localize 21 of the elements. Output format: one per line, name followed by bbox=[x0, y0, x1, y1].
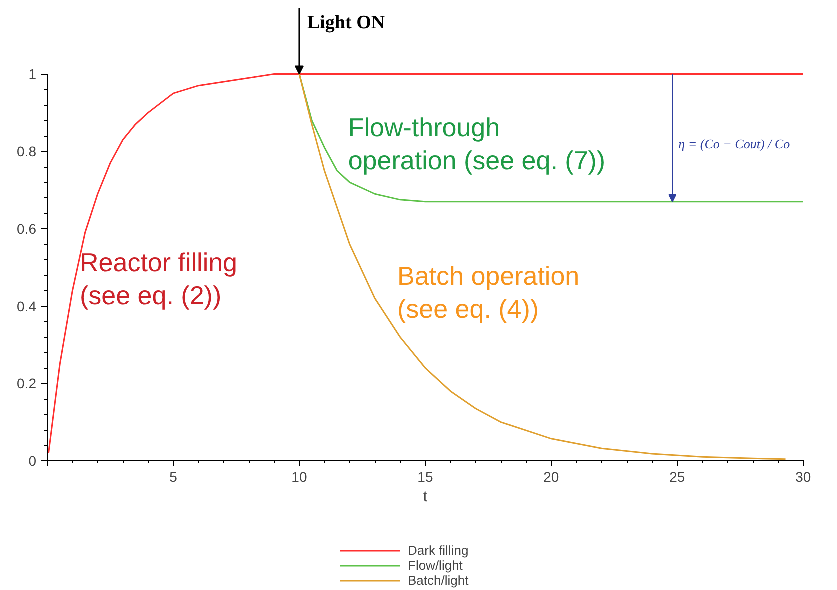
y-tick-label: 0.2 bbox=[17, 376, 37, 392]
y-tick-label: 0.8 bbox=[17, 144, 37, 160]
legend-label: Batch/light bbox=[408, 573, 469, 588]
annotation: η = (Co − Cout) / Co bbox=[678, 136, 791, 152]
annotation: Reactor filling (see eq. (2)) bbox=[80, 248, 238, 311]
x-axis-title: t bbox=[423, 488, 428, 506]
x-tick-label: 10 bbox=[292, 468, 308, 485]
legend-label: Flow/light bbox=[408, 558, 463, 573]
x-tick-label: 30 bbox=[796, 468, 812, 485]
x-tick-label: 5 bbox=[170, 468, 178, 485]
y-tick-label: 0 bbox=[28, 452, 37, 469]
annotation: Flow-through operation (see eq. (7)) bbox=[348, 112, 606, 176]
y-tick-label: 0.4 bbox=[17, 298, 37, 314]
legend-label: Dark filling bbox=[408, 543, 469, 558]
annotation: Batch operation (see eq. (4)) bbox=[397, 261, 580, 324]
x-tick-label: 20 bbox=[544, 468, 560, 485]
y-tick-label: 0.6 bbox=[17, 220, 37, 237]
y-tick-label: 1 bbox=[28, 66, 37, 82]
x-tick-label: 15 bbox=[418, 468, 434, 485]
x-tick-label: 25 bbox=[670, 468, 686, 485]
annotation: Light ON bbox=[307, 12, 386, 34]
